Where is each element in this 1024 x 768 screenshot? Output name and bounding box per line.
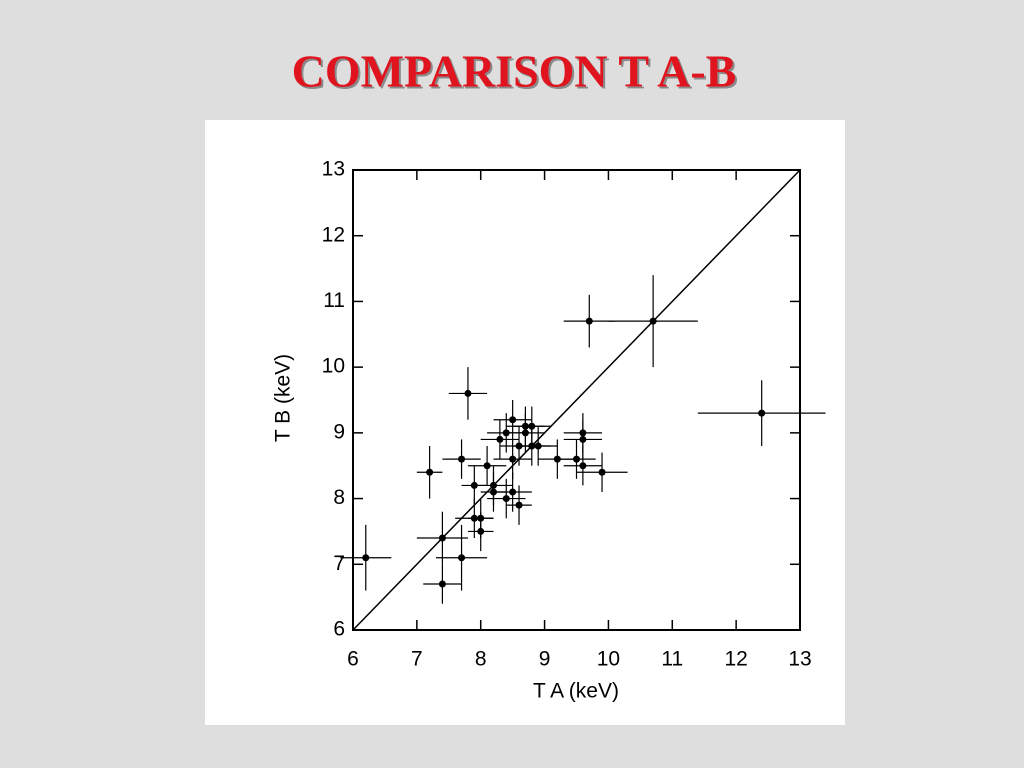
y-tick-label: 13 — [322, 158, 345, 181]
point — [438, 534, 446, 542]
point — [534, 442, 542, 450]
point — [509, 455, 517, 463]
x-tick-label: 11 — [661, 648, 683, 671]
point — [438, 580, 446, 588]
x-axis-label: T A (keV) — [533, 680, 619, 703]
point — [502, 495, 510, 503]
point — [649, 317, 657, 325]
x-tick-label: 7 — [411, 648, 423, 671]
y-tick-label: 8 — [333, 486, 345, 509]
point — [458, 455, 466, 463]
point — [585, 317, 593, 325]
point — [362, 554, 370, 562]
point — [458, 554, 466, 562]
y-tick-label: 6 — [333, 618, 345, 641]
plot-frame — [352, 169, 801, 631]
x-tick-label: 9 — [539, 648, 551, 671]
point — [477, 527, 485, 535]
point — [509, 416, 517, 424]
point — [483, 462, 491, 470]
x-tick-label: 12 — [724, 648, 747, 671]
x-tick-label: 8 — [475, 648, 487, 671]
y-tick-label: 7 — [333, 552, 345, 575]
title-shadow: COMPARISON T A-B — [294, 48, 739, 99]
point — [464, 389, 472, 397]
x-tick-label: 6 — [347, 648, 359, 671]
x-tick-label: 10 — [597, 648, 620, 671]
point — [579, 435, 587, 443]
chart-title: COMPARISON T A-B — [292, 46, 737, 97]
identity-line — [352, 169, 801, 631]
y-tick-label: 10 — [322, 355, 345, 378]
y-axis-label: T B (keV) — [272, 354, 295, 442]
x-tick-label: 13 — [788, 648, 811, 671]
point — [758, 409, 766, 417]
point — [509, 488, 517, 496]
point — [579, 462, 587, 470]
point — [598, 468, 606, 476]
point — [515, 501, 523, 509]
y-tick-label: 9 — [333, 420, 345, 443]
point — [426, 468, 434, 476]
point — [573, 455, 580, 463]
y-tick-label: 11 — [323, 289, 345, 312]
y-tick-label: 12 — [322, 223, 345, 246]
point — [496, 435, 504, 443]
